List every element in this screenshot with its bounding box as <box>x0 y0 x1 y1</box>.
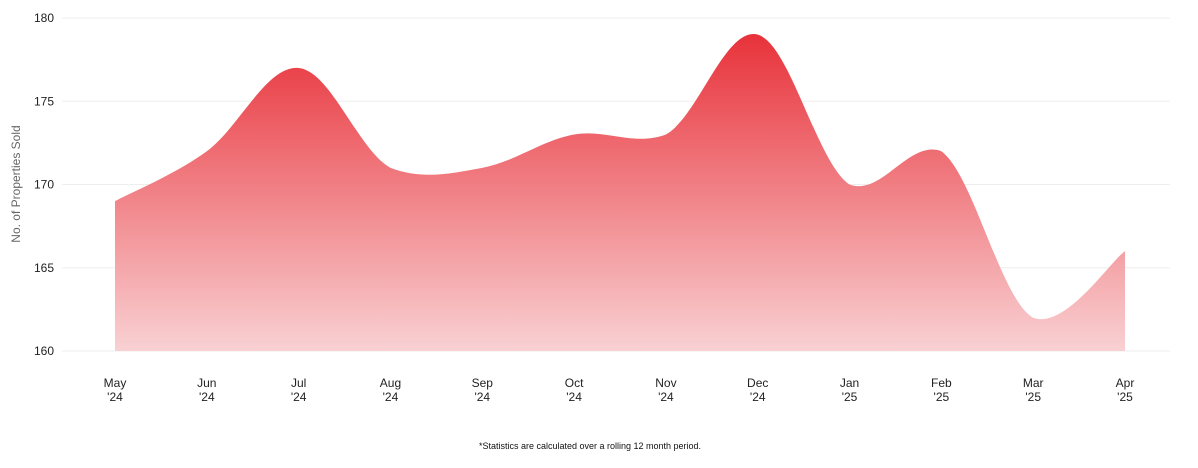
area-series <box>115 34 1125 351</box>
x-tick-label: Jul '24 <box>291 376 307 404</box>
x-tick-label: Mar '25 <box>1023 376 1044 404</box>
y-tick-label: 160 <box>34 344 54 358</box>
y-tick-label: 165 <box>34 261 54 275</box>
y-tick-label: 180 <box>34 11 54 25</box>
x-tick-label: May '24 <box>104 376 127 404</box>
x-tick-label: Nov '24 <box>655 376 676 404</box>
y-axis-ticks: 160 165 170 175 180 <box>34 11 54 358</box>
x-tick-label: Jun '24 <box>197 376 216 404</box>
x-tick-label: Feb '25 <box>931 376 952 404</box>
y-tick-label: 170 <box>34 178 54 192</box>
x-tick-label: Oct '24 <box>565 376 584 404</box>
y-tick-label: 175 <box>34 94 54 108</box>
x-tick-label: Apr '25 <box>1116 376 1135 404</box>
area-chart: 160 165 170 175 180 May '24 Jun '24 Jul '24 Aug '24… <box>9 11 1170 404</box>
x-tick-label: Sep '24 <box>472 376 494 404</box>
x-tick-label: Jan '25 <box>840 376 859 404</box>
x-tick-label: Aug '24 <box>380 376 401 404</box>
footnote: *Statistics are calculated over a rollin… <box>478 441 702 451</box>
x-axis-ticks: May '24 Jun '24 Jul '24 Aug '24 Sep '24 Oct '24 Nov '… <box>104 376 1135 404</box>
x-tick-label: Dec '24 <box>747 376 768 404</box>
y-axis-title: No. of Properties Sold <box>9 125 23 242</box>
